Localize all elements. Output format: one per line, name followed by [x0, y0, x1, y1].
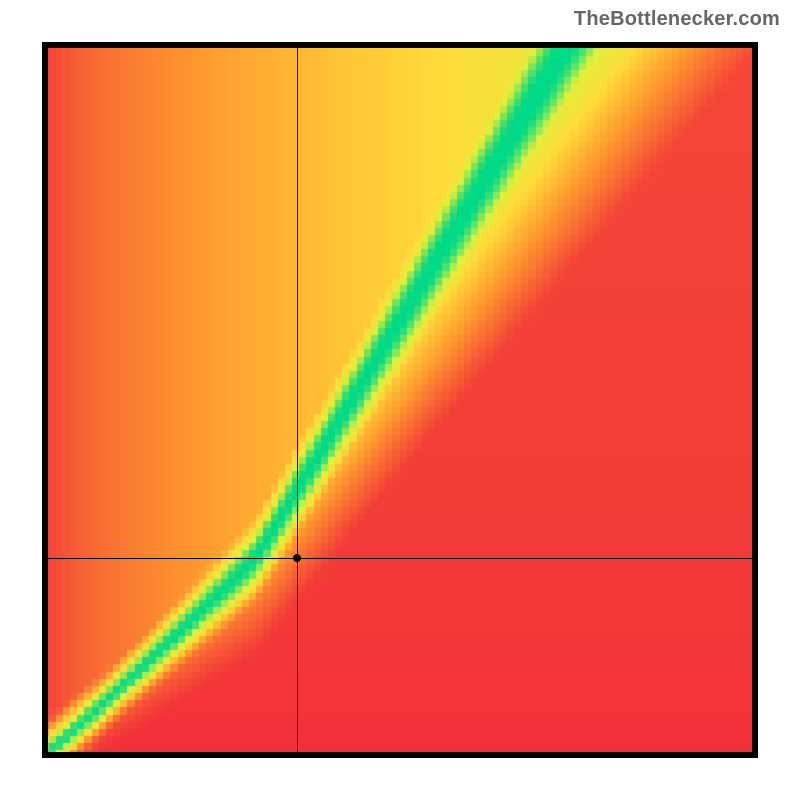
crosshair-vertical: [297, 42, 298, 758]
heatmap-canvas: [42, 42, 758, 758]
attribution-text: TheBottlenecker.com: [574, 8, 780, 31]
plot-area: [42, 42, 758, 758]
chart-container: TheBottlenecker.com: [0, 0, 800, 800]
crosshair-marker: [293, 554, 301, 562]
crosshair-horizontal: [42, 558, 758, 559]
